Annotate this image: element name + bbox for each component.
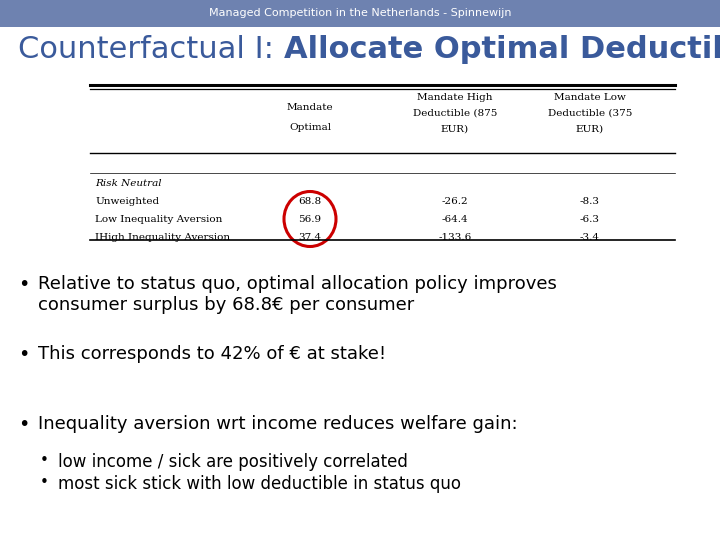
Text: Managed Competition in the Netherlands - Spinnewijn: Managed Competition in the Netherlands -… [209,9,511,18]
Text: EUR): EUR) [441,125,469,133]
Text: •: • [40,475,49,490]
Text: -6.3: -6.3 [580,214,600,224]
Text: IHigh Inequality Aversion: IHigh Inequality Aversion [95,233,230,241]
Text: Allocate Optimal Deductible: Allocate Optimal Deductible [284,36,720,64]
Text: Counterfactual I:: Counterfactual I: [18,36,284,64]
Text: -133.6: -133.6 [438,233,472,241]
Text: Risk Neutral: Risk Neutral [95,179,161,187]
Text: 37.4: 37.4 [298,233,322,241]
Text: Optimal: Optimal [289,124,331,132]
Text: Mandate Low: Mandate Low [554,92,626,102]
Text: most sick stick with low deductible in status quo: most sick stick with low deductible in s… [58,475,461,493]
Text: Inequality aversion wrt income reduces welfare gain:: Inequality aversion wrt income reduces w… [38,415,518,433]
Text: Low Inequality Aversion: Low Inequality Aversion [95,214,222,224]
Text: Unweighted: Unweighted [95,197,159,206]
Text: low income / sick are positively correlated: low income / sick are positively correla… [58,453,408,471]
Text: •: • [18,275,30,294]
Text: -26.2: -26.2 [441,197,468,206]
Text: This corresponds to 42% of € at stake!: This corresponds to 42% of € at stake! [38,345,386,363]
Text: 68.8: 68.8 [298,197,322,206]
Text: Deductible (875: Deductible (875 [413,109,498,118]
Text: Relative to status quo, optimal allocation policy improves
consumer surplus by 6: Relative to status quo, optimal allocati… [38,275,557,314]
Text: -3.4: -3.4 [580,233,600,241]
Text: Mandate: Mandate [287,103,333,111]
Text: •: • [40,453,49,468]
Bar [0,0,720,27]
Text: •: • [18,415,30,434]
Text: Deductible (375: Deductible (375 [548,109,632,118]
Text: •: • [18,345,30,364]
Text: EUR): EUR) [576,125,604,133]
Text: 56.9: 56.9 [298,214,322,224]
Text: Mandate High: Mandate High [418,92,492,102]
Text: -8.3: -8.3 [580,197,600,206]
Text: -64.4: -64.4 [441,214,468,224]
